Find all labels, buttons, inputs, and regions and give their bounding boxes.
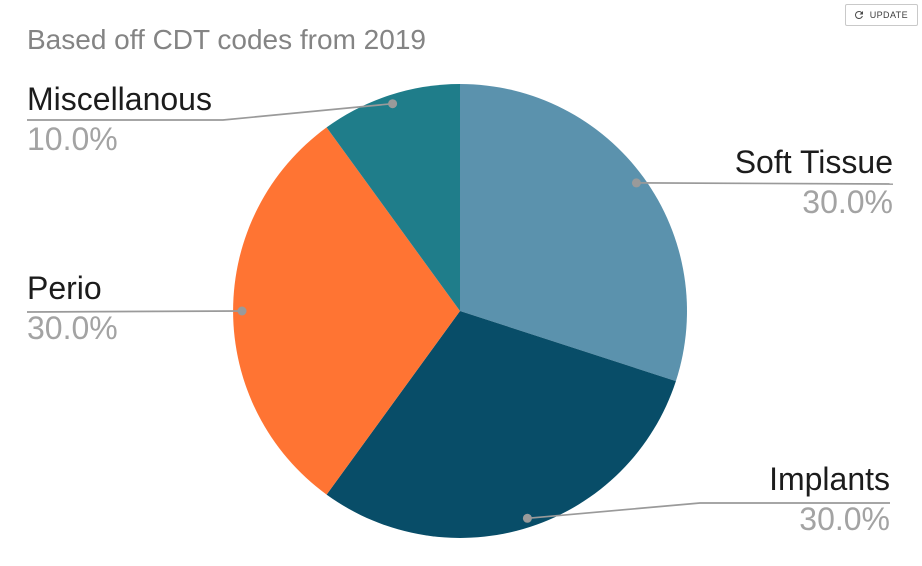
slice-label-percent: 30.0% [802, 184, 893, 220]
update-button[interactable]: UPDATE [844, 4, 918, 26]
pie-slice-miscellanous[interactable] [326, 84, 460, 311]
slice-label-percent: 10.0% [27, 121, 118, 157]
leader-line-soft-tissue [636, 182, 894, 185]
pie-slice-soft-tissue[interactable] [460, 84, 687, 382]
leader-dot-implants [522, 513, 532, 523]
slice-label-perio: Perio 30.0% [27, 268, 118, 348]
slice-label-name: Soft Tissue [734, 144, 893, 180]
slice-label-name: Miscellanous [27, 81, 212, 117]
leader-dot-miscellanous [388, 99, 398, 109]
pie-slice-perio[interactable] [233, 127, 460, 495]
chart-title: Based off CDT codes from 2019 [27, 24, 426, 55]
leader-dot-soft-tissue [631, 178, 641, 188]
update-button-label: UPDATE [869, 10, 908, 20]
leader-line-perio [26, 310, 243, 313]
slice-label-name: Implants [769, 461, 890, 497]
slice-label-percent: 30.0% [799, 501, 890, 537]
slice-label-soft-tissue: Soft Tissue 30.0% [735, 142, 893, 222]
leader-line-miscellanous [27, 102, 393, 121]
slice-label-percent: 30.0% [27, 310, 118, 346]
pie-slice-implants[interactable] [326, 311, 676, 538]
slice-label-miscellanous: Miscellanous 10.0% [27, 79, 212, 159]
leader-dot-perio [237, 306, 247, 316]
leader-line-implants [527, 502, 890, 520]
slice-label-implants: Implants 30.0% [769, 459, 890, 539]
slice-label-name: Perio [27, 270, 102, 306]
